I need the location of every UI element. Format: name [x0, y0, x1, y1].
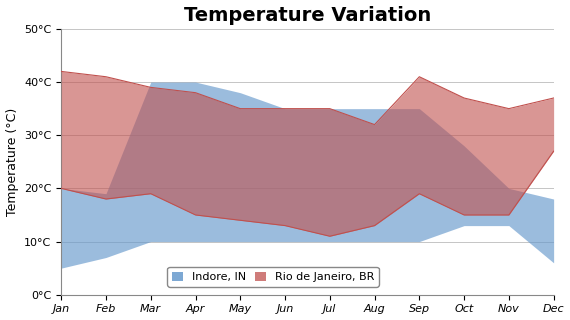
Title: Temperature Variation: Temperature Variation: [184, 5, 431, 25]
Legend: Indore, IN, Rio de Janeiro, BR: Indore, IN, Rio de Janeiro, BR: [168, 267, 378, 286]
Y-axis label: Temperature (°C): Temperature (°C): [6, 108, 19, 216]
